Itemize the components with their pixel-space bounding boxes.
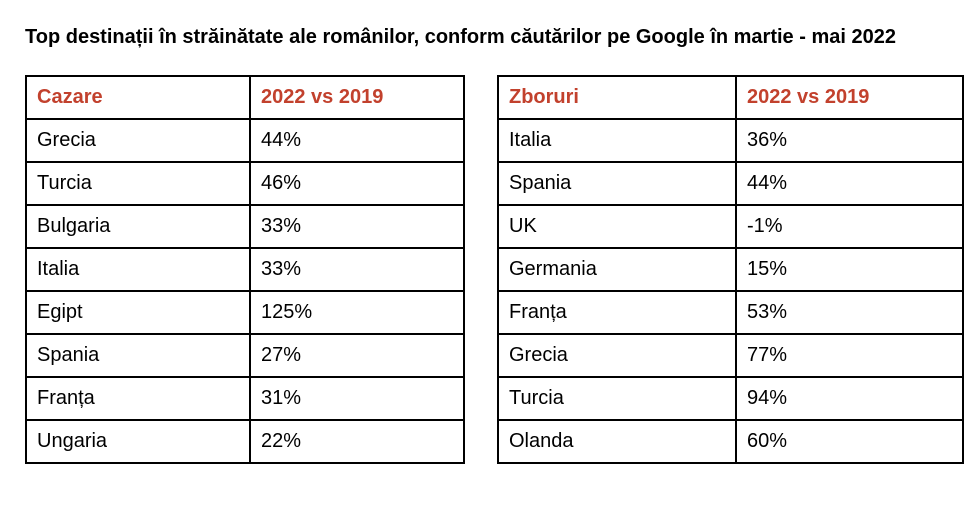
table-row: Grecia 44%	[25, 118, 465, 163]
table-row: Ungaria 22%	[25, 419, 465, 464]
column-header-change: 2022 vs 2019	[735, 75, 964, 120]
table-row: Italia 36%	[497, 118, 964, 163]
zboruri-table: Zboruri 2022 vs 2019 Italia 36% Spania 44% UK…	[497, 75, 964, 464]
destination-cell: Egipt	[25, 290, 251, 335]
destination-cell: Grecia	[497, 333, 737, 378]
change-cell: 27%	[249, 333, 465, 378]
change-cell: 77%	[735, 333, 964, 378]
table-row: Bulgaria 33%	[25, 204, 465, 249]
change-cell: 46%	[249, 161, 465, 206]
table-row: Egipt 125%	[25, 290, 465, 335]
change-cell: 15%	[735, 247, 964, 292]
table-row: Turcia 94%	[497, 376, 964, 421]
table-row: Turcia 46%	[25, 161, 465, 206]
cazare-table: Cazare 2022 vs 2019 Grecia 44% Turcia 46% Bul…	[25, 75, 465, 464]
change-cell: 36%	[735, 118, 964, 163]
column-header-category: Zboruri	[497, 75, 737, 120]
change-cell: 60%	[735, 419, 964, 464]
destination-cell: Italia	[497, 118, 737, 163]
destination-cell: Germania	[497, 247, 737, 292]
destination-cell: UK	[497, 204, 737, 249]
destination-cell: Grecia	[25, 118, 251, 163]
change-cell: 44%	[735, 161, 964, 206]
change-cell: 31%	[249, 376, 465, 421]
page-title: Top destinații în străinătate ale români…	[25, 26, 896, 48]
destination-cell: Bulgaria	[25, 204, 251, 249]
destination-cell: Italia	[25, 247, 251, 292]
destination-cell: Franța	[25, 376, 251, 421]
change-cell: 33%	[249, 204, 465, 249]
change-cell: 33%	[249, 247, 465, 292]
column-header-category: Cazare	[25, 75, 251, 120]
table-row: Spania 44%	[497, 161, 964, 206]
change-cell: -1%	[735, 204, 964, 249]
table-row: Spania 27%	[25, 333, 465, 378]
destination-cell: Turcia	[497, 376, 737, 421]
destination-cell: Spania	[497, 161, 737, 206]
change-cell: 44%	[249, 118, 465, 163]
change-cell: 53%	[735, 290, 964, 335]
destination-cell: Spania	[25, 333, 251, 378]
table-header-row: Zboruri 2022 vs 2019	[497, 75, 964, 120]
change-cell: 22%	[249, 419, 465, 464]
destination-cell: Franța	[497, 290, 737, 335]
table-row: Germania 15%	[497, 247, 964, 292]
table-row: Olanda 60%	[497, 419, 964, 464]
table-row: Franța 31%	[25, 376, 465, 421]
change-cell: 94%	[735, 376, 964, 421]
table-row: Franța 53%	[497, 290, 964, 335]
destination-cell: Olanda	[497, 419, 737, 464]
column-header-change: 2022 vs 2019	[249, 75, 465, 120]
destination-cell: Turcia	[25, 161, 251, 206]
table-row: Italia 33%	[25, 247, 465, 292]
destination-cell: Ungaria	[25, 419, 251, 464]
table-header-row: Cazare 2022 vs 2019	[25, 75, 465, 120]
table-row: UK -1%	[497, 204, 964, 249]
table-row: Grecia 77%	[497, 333, 964, 378]
change-cell: 125%	[249, 290, 465, 335]
